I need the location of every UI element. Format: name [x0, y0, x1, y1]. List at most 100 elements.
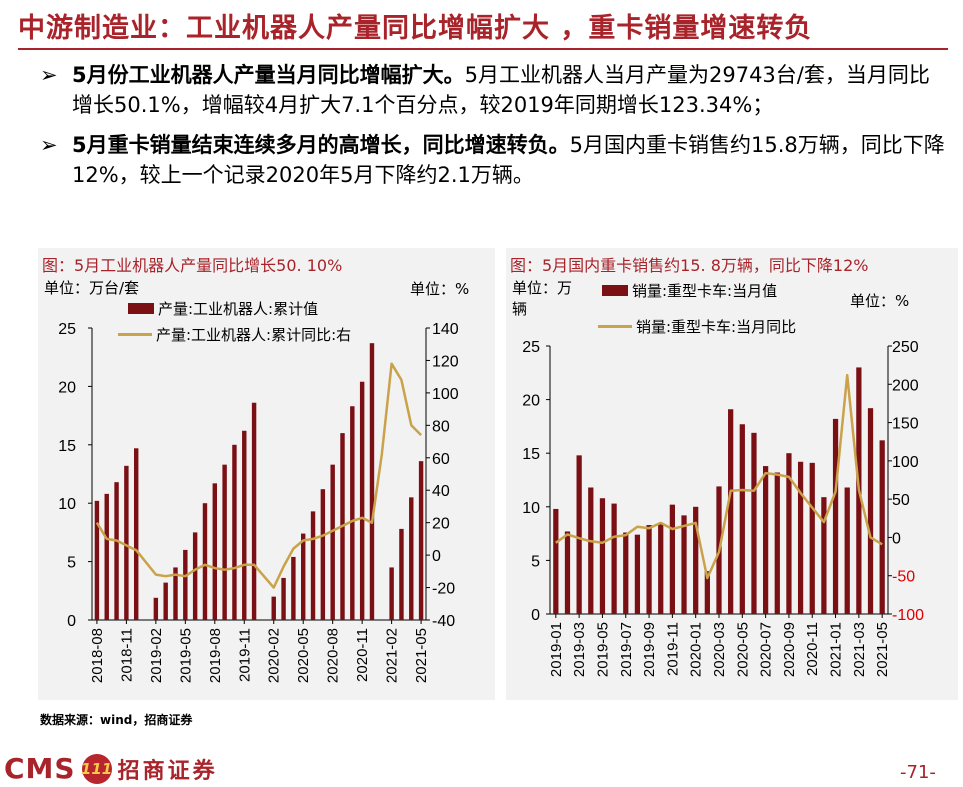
bar [94, 500, 100, 620]
left-tick-label: 20 [58, 379, 76, 396]
bar [564, 531, 571, 614]
bar [728, 409, 734, 614]
right-tick-label: -40 [432, 613, 455, 630]
bullet-bold-text: 5月份工业机器人产量当月同比增幅扩大。 [72, 63, 465, 87]
right-tick-label: 60 [432, 451, 450, 468]
bar [832, 418, 839, 614]
left-tick-label: 0 [67, 613, 76, 630]
x-tick-label: 2020-03 [711, 622, 728, 677]
bar [281, 577, 286, 620]
right-tick-label: 100 [432, 386, 459, 403]
bar [704, 571, 710, 614]
right-tick-label: 20 [432, 516, 450, 533]
right-tick-label: 150 [892, 416, 919, 433]
bar [320, 489, 326, 620]
arrow-bullet-icon: ➢ [40, 133, 58, 157]
right-tick-label: 40 [432, 483, 450, 500]
bar [330, 464, 335, 620]
bar [310, 511, 316, 620]
x-tick-label: 2019-05 [177, 628, 194, 683]
bar [867, 408, 874, 614]
bar [173, 567, 178, 620]
x-tick-label: 2020-11 [354, 628, 371, 682]
bar [399, 528, 404, 620]
company-logo: CMS 111 招商证券 [4, 752, 218, 785]
right-tick-label: -20 [432, 581, 455, 598]
bar [202, 503, 208, 620]
bar [104, 493, 109, 620]
left-tick-label: 15 [522, 446, 540, 463]
x-tick-label: 2019-11 [236, 628, 253, 682]
bar [389, 567, 394, 620]
legend-bar: 产量:工业机器人:累计值 [128, 298, 318, 319]
legend-bar-label: 销量:重型卡车:当月值 [632, 282, 778, 300]
legend-bar: 销量:重型卡车:当月值 [602, 280, 777, 301]
x-tick-label: 2020-05 [734, 622, 751, 677]
bar [124, 465, 129, 620]
bar [797, 461, 804, 614]
series-line [95, 362, 422, 589]
left-tick-label: 5 [67, 555, 76, 572]
right-tick-label: 250 [892, 339, 919, 356]
logo-cms-text: CMS [4, 752, 76, 785]
left-tick-label: 15 [58, 438, 76, 455]
x-tick-label: 2020-05 [295, 628, 312, 683]
x-tick-label: 2020-09 [781, 622, 798, 677]
page-title: 中游制造业：工业机器人产量同比增幅扩大 ，重卡销量增速转负 [18, 13, 813, 44]
bar [658, 522, 664, 614]
left-unit-label: 单位：万辆 [512, 279, 573, 318]
line-swatch [598, 325, 632, 328]
bar [114, 482, 119, 620]
bar [291, 556, 296, 620]
x-tick-label: 2018-11 [118, 628, 135, 682]
title-divider [18, 48, 948, 50]
right-tick-label: 120 [432, 353, 459, 370]
right-tick-label: 0 [892, 530, 901, 547]
bar [681, 515, 687, 614]
x-tick-label: 2020-11 [804, 622, 821, 676]
bar [623, 532, 629, 614]
x-tick-label: 2021-02 [384, 628, 401, 683]
bar [192, 532, 198, 620]
bar [163, 582, 168, 620]
bar [739, 424, 745, 614]
bullet-list: ➢ 5月份工业机器人产量当月同比增幅扩大。5月工业机器人当月产量为29743台/… [40, 60, 945, 200]
x-tick-label: 2019-05 [594, 622, 611, 677]
bar [669, 504, 676, 614]
bar [251, 402, 257, 620]
series-line [555, 373, 883, 580]
legend-line: 销量:重型卡车:当月同比 [598, 316, 796, 337]
bar [232, 444, 237, 620]
bar [821, 497, 827, 614]
x-tick-label: 2020-08 [325, 628, 342, 683]
left-tick-label: 10 [522, 500, 540, 517]
bar [133, 448, 139, 620]
bar [418, 461, 424, 620]
x-tick-label: 2020-02 [266, 628, 283, 683]
right-tick-label: -100 [892, 607, 924, 624]
bar [646, 525, 652, 614]
bar [212, 483, 218, 620]
arrow-bullet-icon: ➢ [40, 63, 58, 87]
chart-title: 图：5月国内重卡销售约15. 8万辆，同比下降12% [510, 256, 869, 275]
x-tick-label: 2019-02 [148, 628, 165, 683]
robot-chart-svg: 0 5 10 15 20 25 -40 -20 0 20 40 60 80 100 120 140 2018-0… [58, 321, 459, 683]
x-tick-label: 2021-05 [874, 622, 891, 677]
bar [242, 430, 247, 620]
legend-line-label: 产量:工业机器人:累计同比:右 [156, 326, 352, 344]
x-tick-label: 2019-07 [618, 622, 635, 677]
bar [271, 596, 276, 620]
x-tick-label: 2019-01 [548, 622, 565, 677]
truck-chart-svg: 0 5 10 15 20 25 -100 -50 0 50 100 150 200 250 2019-01 2… [522, 339, 924, 677]
right-tick-label: -50 [892, 569, 915, 586]
bar [222, 464, 227, 620]
bar [751, 432, 757, 614]
bar [844, 487, 850, 614]
bar [879, 440, 885, 614]
x-tick-label: 2021-03 [851, 622, 868, 677]
left-tick-label: 5 [531, 553, 540, 570]
x-tick-label: 2021-01 [828, 622, 845, 677]
data-source: 数据来源：wind，招商证券 [40, 713, 193, 727]
right-tick-label: 80 [432, 418, 450, 435]
right-tick-label: 140 [432, 321, 459, 338]
